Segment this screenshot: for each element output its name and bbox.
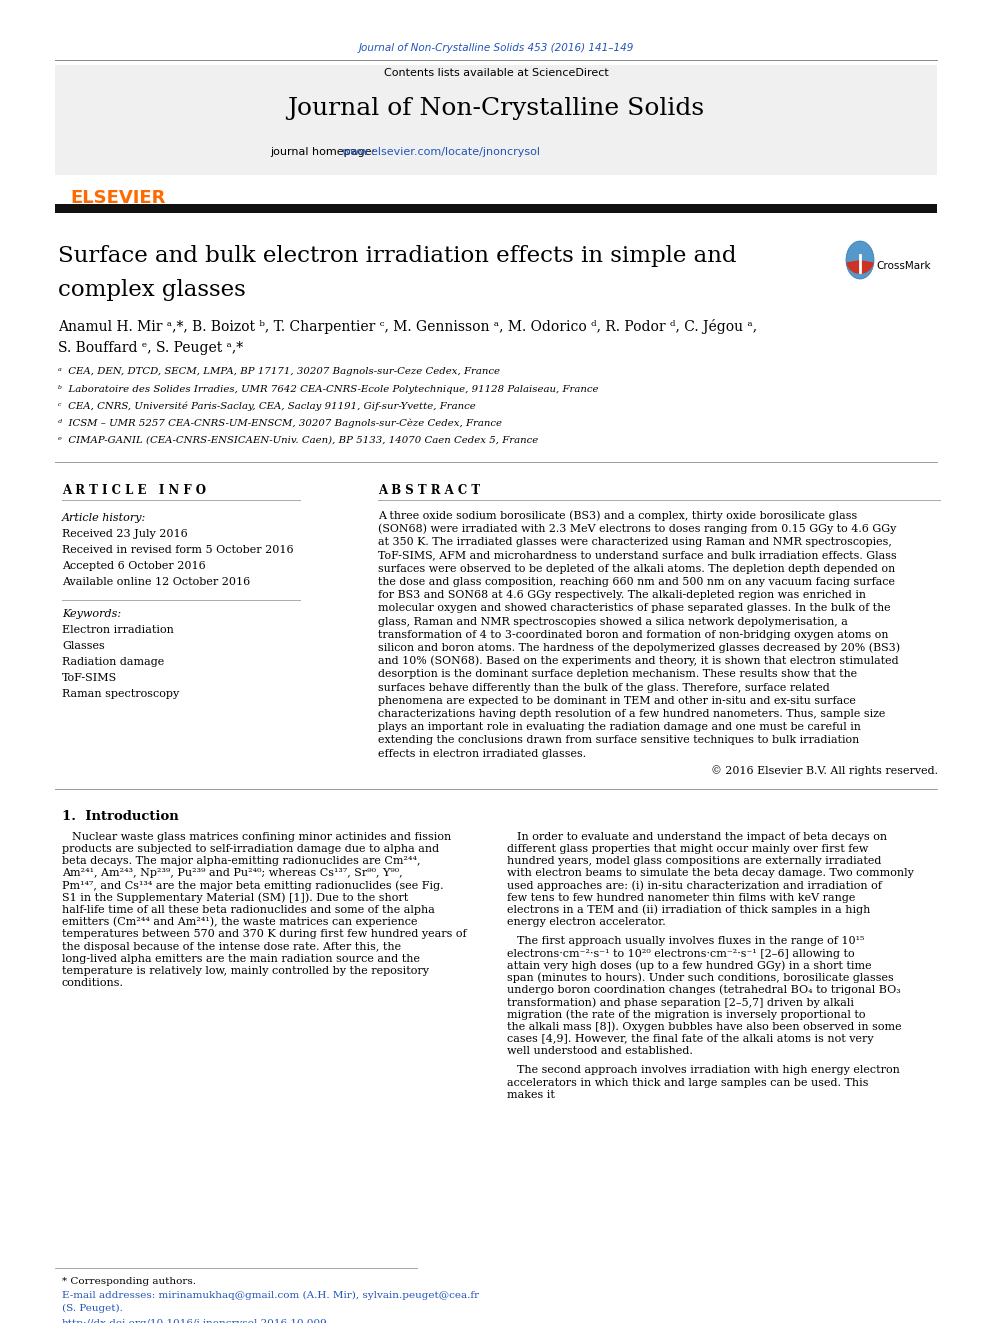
Text: transformation of 4 to 3-coordinated boron and formation of non-bridging oxygen : transformation of 4 to 3-coordinated bor…	[378, 630, 889, 640]
Bar	[55, 204, 937, 213]
Text: temperatures between 570 and 370 K during first few hundred years of: temperatures between 570 and 370 K durin…	[62, 929, 466, 939]
Text: A B S T R A C T: A B S T R A C T	[378, 483, 480, 496]
Text: S1 in the Supplementary Material (SM) [1]). Due to the short: S1 in the Supplementary Material (SM) [1…	[62, 893, 409, 904]
Text: extending the conclusions drawn from surface sensitive techniques to bulk irradi: extending the conclusions drawn from sur…	[378, 736, 859, 745]
Text: Electron irradiation: Electron irradiation	[62, 624, 174, 635]
Text: journal homepage:: journal homepage:	[270, 147, 379, 157]
Text: Journal of Non-Crystalline Solids: Journal of Non-Crystalline Solids	[288, 97, 704, 119]
Text: www.elsevier.com/locate/jnoncrysol: www.elsevier.com/locate/jnoncrysol	[342, 147, 541, 157]
Text: ELSEVIER: ELSEVIER	[70, 189, 166, 206]
Text: Article history:: Article history:	[62, 513, 146, 523]
Text: complex glasses: complex glasses	[58, 279, 246, 302]
Text: Contents lists available at ScienceDirect: Contents lists available at ScienceDirec…	[384, 67, 608, 78]
Text: Surface and bulk electron irradiation effects in simple and: Surface and bulk electron irradiation ef…	[58, 245, 736, 267]
Text: conditions.: conditions.	[62, 978, 124, 988]
Text: silicon and boron atoms. The hardness of the depolymerized glasses decreased by : silicon and boron atoms. The hardness of…	[378, 643, 900, 654]
Text: desorption is the dominant surface depletion mechanism. These results show that : desorption is the dominant surface deple…	[378, 669, 857, 680]
Text: and 10% (SON68). Based on the experiments and theory, it is shown that electron : and 10% (SON68). Based on the experiment…	[378, 656, 899, 667]
Text: the disposal because of the intense dose rate. After this, the: the disposal because of the intense dose…	[62, 942, 401, 951]
Wedge shape	[846, 261, 874, 274]
Text: Received in revised form 5 October 2016: Received in revised form 5 October 2016	[62, 545, 294, 556]
Text: well understood and established.: well understood and established.	[507, 1046, 692, 1056]
Text: half-life time of all these beta radionuclides and some of the alpha: half-life time of all these beta radionu…	[62, 905, 434, 916]
Text: Keywords:: Keywords:	[62, 609, 121, 619]
Text: ᵉ  CIMAP-GANIL (CEA-CNRS-ENSICAEN-Univ. Caen), BP 5133, 14070 Caen Cedex 5, Fran: ᵉ CIMAP-GANIL (CEA-CNRS-ENSICAEN-Univ. C…	[58, 435, 539, 445]
Text: surfaces behave differently than the bulk of the glass. Therefore, surface relat: surfaces behave differently than the bul…	[378, 683, 829, 693]
Text: cases [4,9]. However, the final fate of the alkali atoms is not very: cases [4,9]. However, the final fate of …	[507, 1035, 874, 1044]
Text: The first approach usually involves fluxes in the range of 10¹⁵: The first approach usually involves flux…	[517, 937, 864, 946]
Text: undergo boron coordination changes (tetrahedral BO₄ to trigonal BO₃: undergo boron coordination changes (tetr…	[507, 984, 901, 995]
Text: with electron beams to simulate the beta decay damage. Two commonly: with electron beams to simulate the beta…	[507, 868, 914, 878]
Text: products are subjected to self-irradiation damage due to alpha and: products are subjected to self-irradiati…	[62, 844, 439, 855]
Text: Journal of Non-Crystalline Solids 453 (2016) 141–149: Journal of Non-Crystalline Solids 453 (2…	[358, 44, 634, 53]
Text: molecular oxygen and showed characteristics of phase separated glasses. In the b: molecular oxygen and showed characterist…	[378, 603, 891, 614]
Text: at 350 K. The irradiated glasses were characterized using Raman and NMR spectros: at 350 K. The irradiated glasses were ch…	[378, 537, 892, 548]
Text: the dose and glass composition, reaching 660 nm and 500 nm on any vacuum facing : the dose and glass composition, reaching…	[378, 577, 895, 587]
Text: attain very high doses (up to a few hundred GGy) in a short time: attain very high doses (up to a few hund…	[507, 960, 872, 971]
Text: ᶜ  CEA, CNRS, Université Paris-Saclay, CEA, Saclay 91191, Gif-sur-Yvette, France: ᶜ CEA, CNRS, Université Paris-Saclay, CE…	[58, 401, 476, 410]
Text: (S. Peuget).: (S. Peuget).	[62, 1303, 123, 1312]
Text: Raman spectroscopy: Raman spectroscopy	[62, 689, 180, 699]
Text: surfaces were observed to be depleted of the alkali atoms. The depletion depth d: surfaces were observed to be depleted of…	[378, 564, 895, 574]
Text: © 2016 Elsevier B.V. All rights reserved.: © 2016 Elsevier B.V. All rights reserved…	[711, 766, 938, 777]
Text: Available online 12 October 2016: Available online 12 October 2016	[62, 577, 250, 587]
Text: different glass properties that might occur mainly over first few: different glass properties that might oc…	[507, 844, 868, 855]
Text: A three oxide sodium borosilicate (BS3) and a complex, thirty oxide borosilicate: A three oxide sodium borosilicate (BS3) …	[378, 511, 857, 521]
Text: E-mail addresses: mirinamukhaq@gmail.com (A.H. Mir), sylvain.peuget@cea.fr: E-mail addresses: mirinamukhaq@gmail.com…	[62, 1290, 479, 1299]
Text: electrons in a TEM and (ii) irradiation of thick samples in a high: electrons in a TEM and (ii) irradiation …	[507, 905, 870, 916]
Text: for BS3 and SON68 at 4.6 GGy respectively. The alkali-depleted region was enrich: for BS3 and SON68 at 4.6 GGy respectivel…	[378, 590, 866, 601]
Text: http://dx.doi.org/10.1016/j.jnoncrysol.2016.10.009: http://dx.doi.org/10.1016/j.jnoncrysol.2…	[62, 1319, 327, 1323]
Text: span (minutes to hours). Under such conditions, borosilicate glasses: span (minutes to hours). Under such cond…	[507, 972, 894, 983]
Ellipse shape	[846, 241, 874, 279]
Text: A R T I C L E   I N F O: A R T I C L E I N F O	[62, 483, 206, 496]
Bar	[55, 65, 937, 175]
Text: few tens to few hundred nanometer thin films with keV range: few tens to few hundred nanometer thin f…	[507, 893, 855, 902]
Text: Am²⁴¹, Am²⁴³, Np²³⁹, Pu²³⁹ and Pu²⁴⁰; whereas Cs¹³⁷, Sr⁹⁰, Y⁹⁰,: Am²⁴¹, Am²⁴³, Np²³⁹, Pu²³⁹ and Pu²⁴⁰; wh…	[62, 868, 403, 878]
Text: accelerators in which thick and large samples can be used. This: accelerators in which thick and large sa…	[507, 1078, 869, 1088]
Text: ᵇ  Laboratoire des Solides Irradies, UMR 7642 CEA-CNRS-Ecole Polytechnique, 9112: ᵇ Laboratoire des Solides Irradies, UMR …	[58, 385, 598, 393]
Text: Radiation damage: Radiation damage	[62, 658, 165, 667]
Text: Glasses: Glasses	[62, 642, 105, 651]
Text: phenomena are expected to be dominant in TEM and other in-situ and ex-situ surfa: phenomena are expected to be dominant in…	[378, 696, 856, 705]
Text: used approaches are: (i) in-situ characterization and irradiation of: used approaches are: (i) in-situ charact…	[507, 880, 882, 890]
Text: beta decays. The major alpha-emitting radionuclides are Cm²⁴⁴,: beta decays. The major alpha-emitting ra…	[62, 856, 421, 867]
Text: Anamul H. Mir ᵃ,*, B. Boizot ᵇ, T. Charpentier ᶜ, M. Gennisson ᵃ, M. Odorico ᵈ, : Anamul H. Mir ᵃ,*, B. Boizot ᵇ, T. Charp…	[58, 319, 757, 333]
Text: * Corresponding authors.: * Corresponding authors.	[62, 1278, 196, 1286]
Text: transformation) and phase separation [2–5,7] driven by alkali: transformation) and phase separation [2–…	[507, 998, 854, 1008]
Text: temperature is relatively low, mainly controlled by the repository: temperature is relatively low, mainly co…	[62, 966, 429, 976]
Text: (SON68) were irradiated with 2.3 MeV electrons to doses ranging from 0.15 GGy to: (SON68) were irradiated with 2.3 MeV ele…	[378, 524, 897, 534]
Text: ToF-SIMS: ToF-SIMS	[62, 673, 117, 683]
Text: effects in electron irradiated glasses.: effects in electron irradiated glasses.	[378, 749, 586, 758]
Text: hundred years, model glass compositions are externally irradiated: hundred years, model glass compositions …	[507, 856, 881, 867]
Text: The second approach involves irradiation with high energy electron: The second approach involves irradiation…	[517, 1065, 900, 1076]
Text: glass, Raman and NMR spectroscopies showed a silica network depolymerisation, a: glass, Raman and NMR spectroscopies show…	[378, 617, 848, 627]
Text: 1.  Introduction: 1. Introduction	[62, 810, 179, 823]
Text: ToF-SIMS, AFM and microhardness to understand surface and bulk irradiation effec: ToF-SIMS, AFM and microhardness to under…	[378, 550, 897, 561]
Text: CrossMark: CrossMark	[876, 261, 930, 271]
Text: electrons·cm⁻²·s⁻¹ to 10²⁰ electrons·cm⁻²·s⁻¹ [2–6] allowing to: electrons·cm⁻²·s⁻¹ to 10²⁰ electrons·cm⁻…	[507, 949, 855, 959]
Text: characterizations having depth resolution of a few hundred nanometers. Thus, sam: characterizations having depth resolutio…	[378, 709, 886, 718]
Text: Accepted 6 October 2016: Accepted 6 October 2016	[62, 561, 205, 572]
Text: ᵈ  ICSM – UMR 5257 CEA-CNRS-UM-ENSCM, 30207 Bagnols-sur-Cèze Cedex, France: ᵈ ICSM – UMR 5257 CEA-CNRS-UM-ENSCM, 302…	[58, 418, 502, 427]
Text: migration (the rate of the migration is inversely proportional to: migration (the rate of the migration is …	[507, 1009, 865, 1020]
Text: Nuclear waste glass matrices confining minor actinides and fission: Nuclear waste glass matrices confining m…	[72, 832, 451, 841]
Text: S. Bouffard ᵉ, S. Peuget ᵃ,*: S. Bouffard ᵉ, S. Peuget ᵃ,*	[58, 341, 243, 355]
Text: emitters (Cm²⁴⁴ and Am²⁴¹), the waste matrices can experience: emitters (Cm²⁴⁴ and Am²⁴¹), the waste ma…	[62, 917, 418, 927]
Text: In order to evaluate and understand the impact of beta decays on: In order to evaluate and understand the …	[517, 832, 887, 841]
Text: Pm¹⁴⁷, and Cs¹³⁴ are the major beta emitting radionuclides (see Fig.: Pm¹⁴⁷, and Cs¹³⁴ are the major beta emit…	[62, 880, 443, 890]
Text: plays an important role in evaluating the radiation damage and one must be caref: plays an important role in evaluating th…	[378, 722, 861, 732]
Text: energy electron accelerator.: energy electron accelerator.	[507, 917, 666, 927]
Text: Received 23 July 2016: Received 23 July 2016	[62, 529, 187, 538]
Text: the alkali mass [8]). Oxygen bubbles have also been observed in some: the alkali mass [8]). Oxygen bubbles hav…	[507, 1021, 902, 1032]
Text: ᵃ  CEA, DEN, DTCD, SECM, LMPA, BP 17171, 30207 Bagnols-sur-Ceze Cedex, France: ᵃ CEA, DEN, DTCD, SECM, LMPA, BP 17171, …	[58, 368, 500, 377]
Text: makes it: makes it	[507, 1090, 555, 1099]
Text: long-lived alpha emitters are the main radiation source and the: long-lived alpha emitters are the main r…	[62, 954, 420, 963]
